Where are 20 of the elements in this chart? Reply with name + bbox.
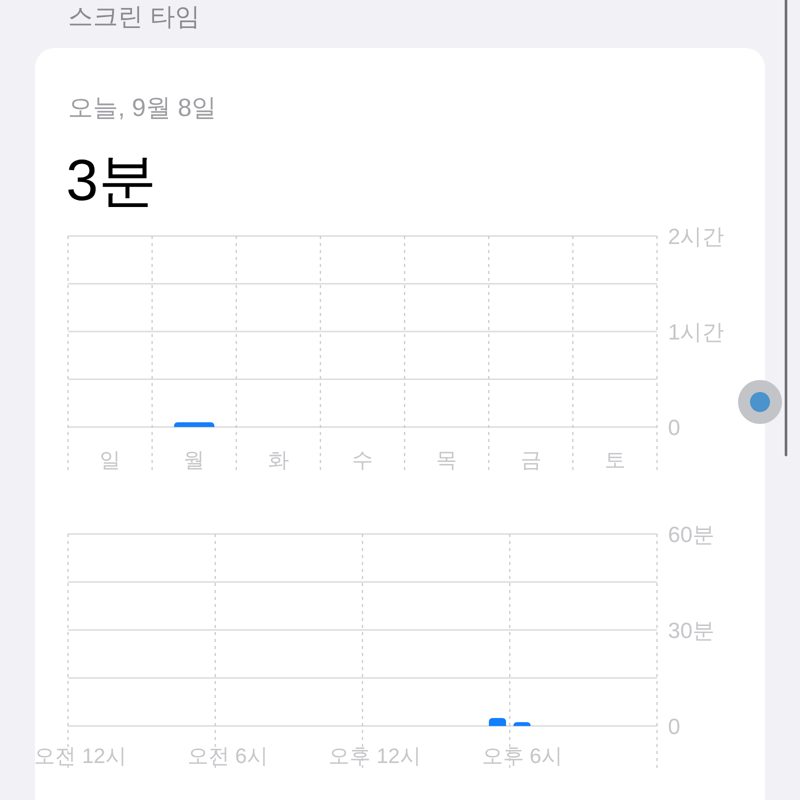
x-tick-label: 토 bbox=[604, 449, 626, 472]
x-tick-label: 화 bbox=[268, 449, 289, 472]
chart-title: 스크린 타임 bbox=[68, 3, 200, 31]
y-tick-label: 60분 bbox=[668, 522, 714, 547]
x-tick-label: 월 bbox=[184, 449, 205, 472]
text: 3분 bbox=[66, 148, 156, 213]
x-tick-label: 금 bbox=[520, 449, 542, 472]
x-tick-label: 오전 12시 bbox=[34, 745, 126, 768]
x-tick-label: 수 bbox=[352, 449, 373, 472]
y-tick-label: 2시간 bbox=[668, 224, 724, 249]
y-tick-label: 0 bbox=[668, 714, 680, 739]
x-tick-label: 오후 12시 bbox=[328, 745, 421, 768]
y-tick-label: 0 bbox=[668, 415, 680, 440]
y-tick-label: 1시간 bbox=[668, 320, 724, 344]
x-tick-label: 오전 6시 bbox=[187, 745, 268, 768]
x-tick-label: 오후 6시 bbox=[482, 745, 562, 768]
x-tick-label: 일 bbox=[100, 449, 121, 472]
chart-subtitle: 오늘, 9월 8일 bbox=[68, 94, 217, 122]
x-tick-label: 목 bbox=[436, 449, 458, 472]
y-tick-label: 30분 bbox=[668, 618, 714, 643]
